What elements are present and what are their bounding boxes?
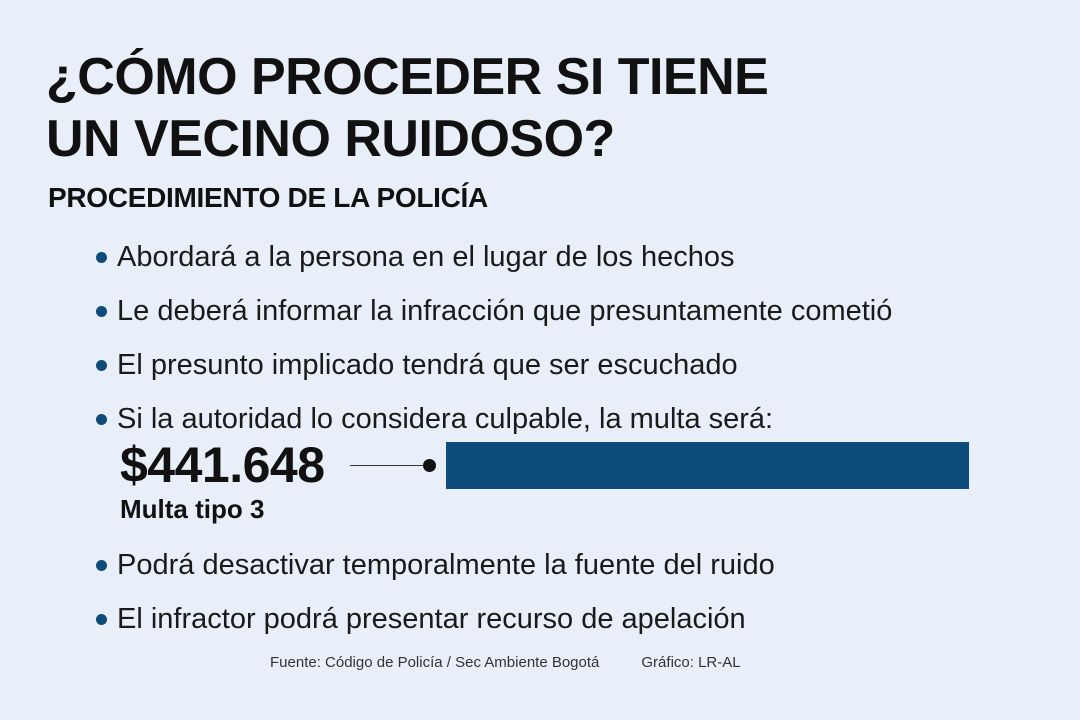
fine-callout: $441.648 Multa tipo 3: [120, 436, 325, 524]
bullet-icon: [96, 413, 107, 425]
list-item-text: Abordará a la persona en el lugar de los…: [117, 241, 735, 273]
footer: Fuente: Código de Policía / Sec Ambiente…: [270, 654, 741, 671]
fine-type: Multa tipo 3: [120, 494, 265, 524]
list-item-text: Podrá desactivar temporalmente la fuente…: [117, 549, 775, 581]
bullet-icon: [96, 251, 107, 263]
connector-dot-icon: [423, 459, 436, 472]
procedure-list-continued: Podrá desactivar temporalmente la fuente…: [96, 538, 775, 646]
bullet-icon: [96, 305, 107, 317]
list-item-text: El infractor podrá presentar recurso de …: [117, 603, 746, 635]
main-title: ¿CÓMO PROCEDER SI TIENE UN VECINO RUIDOS…: [46, 46, 1046, 170]
section-subtitle: PROCEDIMIENTO DE LA POLICÍA: [48, 182, 488, 213]
list-item: Abordará a la persona en el lugar de los…: [96, 230, 892, 284]
connector-line: [350, 465, 430, 466]
list-item: Si la autoridad lo considera culpable, l…: [96, 392, 892, 446]
main-title-line-2: UN VECINO RUIDOSO?: [46, 110, 615, 168]
fine-bar: [446, 442, 969, 489]
list-item: El presunto implicado tendrá que ser esc…: [96, 338, 892, 392]
bullet-icon: [96, 559, 107, 571]
main-title-line-1: ¿CÓMO PROCEDER SI TIENE: [46, 48, 769, 106]
list-item-text: Le deberá informar la infracción que pre…: [117, 295, 893, 327]
list-item-text: Si la autoridad lo considera culpable, l…: [117, 403, 774, 435]
footer-source: Fuente: Código de Policía / Sec Ambiente…: [270, 654, 600, 671]
bullet-icon: [96, 613, 107, 625]
list-item: Le deberá informar la infracción que pre…: [96, 284, 892, 338]
list-item-text: El presunto implicado tendrá que ser esc…: [117, 349, 738, 381]
footer-credit: Gráfico: LR-AL: [641, 654, 741, 671]
procedure-list: Abordará a la persona en el lugar de los…: [96, 230, 892, 446]
list-item: El infractor podrá presentar recurso de …: [96, 592, 775, 646]
list-item: Podrá desactivar temporalmente la fuente…: [96, 538, 775, 592]
bullet-icon: [96, 359, 107, 371]
fine-amount: $441.648: [120, 437, 325, 493]
